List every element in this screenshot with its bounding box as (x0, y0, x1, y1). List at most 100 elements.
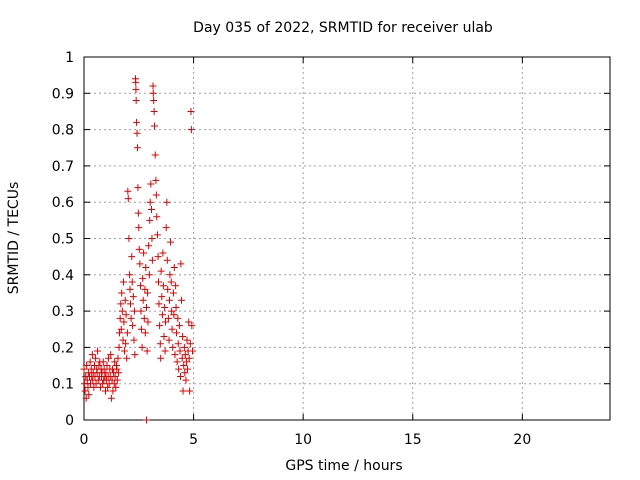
data-point (148, 235, 156, 242)
data-point (164, 285, 172, 293)
data-point (179, 387, 187, 395)
data-point (153, 213, 161, 221)
data-point (186, 340, 194, 348)
data-point (126, 285, 134, 293)
data-point (138, 343, 146, 351)
data-point (101, 387, 109, 395)
data-point (178, 296, 186, 304)
x-tick-label: 0 (80, 432, 89, 448)
data-point (88, 351, 96, 359)
data-point (166, 271, 174, 279)
y-tick-label: 0.1 (52, 377, 74, 393)
data-point (132, 86, 140, 94)
data-point (175, 322, 183, 330)
data-point (132, 78, 140, 86)
data-point (157, 267, 165, 275)
data-point (134, 184, 142, 192)
data-point (150, 97, 158, 105)
data-point (132, 97, 140, 105)
x-tick-label: 5 (189, 432, 198, 448)
data-point (155, 300, 163, 308)
data-point (183, 336, 191, 344)
data-point (81, 387, 89, 395)
data-point (181, 369, 189, 377)
data-point (137, 325, 145, 333)
data-point (167, 278, 175, 286)
y-tick-label: 0.5 (52, 232, 74, 248)
data-point (176, 372, 184, 380)
data-point (120, 318, 128, 326)
data-point (128, 253, 136, 261)
data-point (136, 260, 144, 268)
y-tick-label: 0.3 (52, 304, 74, 320)
data-point (121, 296, 129, 304)
data-point (159, 249, 167, 257)
x-tick-label: 20 (513, 432, 531, 448)
data-point (80, 380, 88, 388)
data-point (92, 380, 100, 388)
y-tick-label: 1 (65, 50, 74, 66)
data-point (142, 416, 150, 424)
data-point (186, 387, 194, 395)
data-point (111, 358, 119, 366)
data-point (158, 293, 166, 301)
data-point (137, 307, 145, 315)
data-point (95, 362, 103, 370)
data-point (128, 278, 136, 286)
data-point (135, 224, 143, 232)
data-point (117, 300, 125, 308)
data-point (85, 391, 93, 399)
data-point (90, 383, 98, 391)
data-point (83, 362, 91, 370)
data-point (144, 289, 152, 297)
data-point (152, 176, 160, 184)
data-point (140, 314, 148, 322)
data-point (163, 256, 171, 264)
data-point (121, 347, 129, 355)
data-point (118, 289, 126, 297)
data-point (124, 195, 132, 203)
data-point (180, 362, 188, 370)
data-point (126, 271, 134, 279)
data-point (164, 314, 172, 322)
data-point (117, 325, 125, 333)
data-point (142, 303, 150, 311)
data-point (131, 351, 139, 359)
data-point (149, 82, 157, 90)
data-point (174, 314, 182, 322)
data-point (130, 336, 138, 344)
data-point (152, 191, 160, 199)
data-point (153, 231, 161, 239)
data-point (105, 354, 113, 362)
data-point (187, 107, 195, 115)
data-point (174, 340, 182, 348)
data-point (156, 322, 164, 330)
data-point (96, 383, 104, 391)
data-point (102, 369, 110, 377)
data-point (134, 209, 142, 217)
y-tick-label: 0.2 (52, 340, 74, 356)
chart-title: Day 035 of 2022, SRMTID for receiver ula… (193, 20, 493, 36)
data-point (187, 126, 195, 134)
y-tick-label: 0.7 (52, 159, 74, 175)
data-point (99, 358, 107, 366)
data-point (160, 333, 168, 341)
y-tick-label: 0.9 (52, 86, 74, 102)
data-point (146, 216, 154, 224)
data-point (188, 322, 196, 330)
data-point (165, 296, 173, 304)
x-tick-label: 15 (404, 432, 422, 448)
y-tick-label: 0.6 (52, 195, 74, 211)
data-point (130, 307, 138, 315)
data-point (84, 383, 92, 391)
data-point (111, 372, 119, 380)
data-point (94, 347, 102, 355)
data-point (149, 89, 157, 97)
data-point (185, 318, 193, 326)
data-point (170, 264, 178, 272)
data-point (113, 376, 121, 384)
data-point (119, 278, 127, 286)
data-point (91, 354, 99, 362)
axis-ticks: 0 5 10 15 20 0 0.1 0.2 0.3 0.4 0.5 0.6 0.7 0.8 0.9 1 (52, 50, 610, 448)
data-point (175, 365, 183, 373)
